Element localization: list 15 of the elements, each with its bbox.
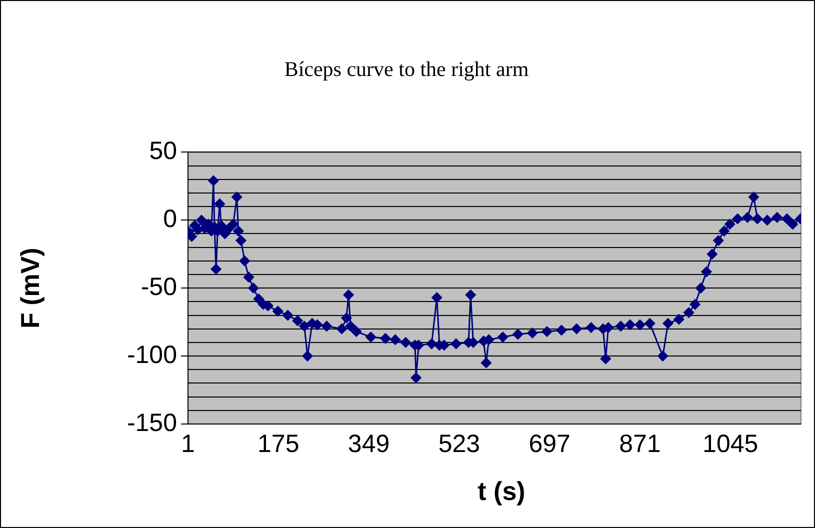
x-tick-label: 523 <box>438 430 480 458</box>
y-tick-label: 50 <box>149 137 177 166</box>
y-tick-label: 0 <box>163 205 177 234</box>
x-tick-label: 871 <box>619 430 661 458</box>
x-tick-label: 697 <box>528 430 570 458</box>
y-tick-label: -50 <box>140 272 177 301</box>
x-tick-label: 1045 <box>702 430 758 458</box>
y-tick-label: -150 <box>126 408 177 437</box>
x-tick-label: 349 <box>348 430 390 458</box>
y-axis-title: F (mV) <box>14 248 45 329</box>
x-tick-label: 1 <box>181 430 195 458</box>
x-axis-title: t (s) <box>476 476 526 507</box>
chart-title: Bíceps curve to the right arm <box>284 57 529 82</box>
y-tick-label: -100 <box>126 340 177 369</box>
x-tick-label: 175 <box>258 430 300 458</box>
